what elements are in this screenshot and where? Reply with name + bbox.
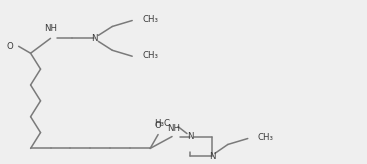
Text: N: N — [91, 34, 98, 43]
Text: NH: NH — [168, 123, 181, 133]
Text: H₃C: H₃C — [154, 119, 170, 128]
Text: CH₃: CH₃ — [142, 51, 158, 60]
Text: N: N — [187, 132, 193, 141]
Text: O: O — [7, 42, 14, 51]
Text: O: O — [155, 121, 161, 130]
Text: NH: NH — [44, 24, 57, 33]
Text: N: N — [209, 152, 215, 161]
Text: CH₃: CH₃ — [258, 133, 274, 142]
Text: CH₃: CH₃ — [142, 15, 158, 24]
